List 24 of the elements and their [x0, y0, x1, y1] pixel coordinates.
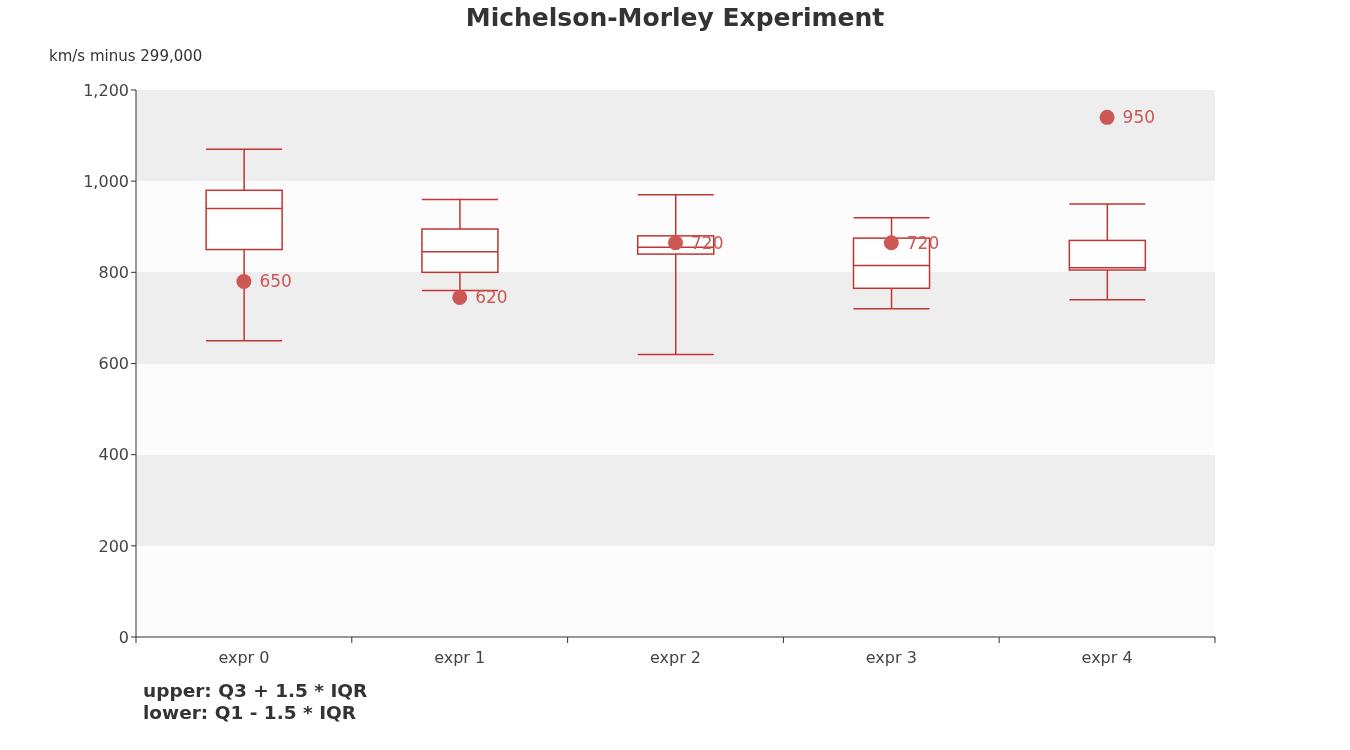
x-tick-label: expr 0: [218, 647, 270, 667]
chart-title: Michelson-Morley Experiment: [464, 3, 886, 32]
point: [1099, 109, 1115, 125]
annotation: 950: [1122, 107, 1156, 128]
point: [452, 289, 468, 305]
y-tick-label: 200: [98, 536, 129, 556]
y-tick-label: 1,000: [83, 171, 129, 191]
point: [236, 273, 252, 289]
y-tick-label: 600: [98, 354, 129, 374]
annotation: 620: [475, 287, 508, 308]
y-tick-label: 1,200: [83, 80, 129, 100]
text: lower: Q1 - 1.5 * IQR: [143, 702, 356, 724]
y-tick-label: 0: [118, 627, 129, 647]
y-tick-label: 400: [98, 445, 129, 465]
x-tick-label: expr 4: [1081, 647, 1133, 667]
point: [668, 235, 683, 251]
text: upper: Q3 + 1.5 * IQR: [143, 680, 368, 702]
x-tick-label: expr 2: [649, 647, 702, 667]
x-tick-label: expr 1: [434, 647, 486, 667]
y-tick-label: 800: [98, 263, 129, 283]
y-axis-title: km/s minus 299,000: [49, 46, 203, 66]
annotation: 650: [259, 271, 292, 292]
point: [883, 235, 899, 251]
x-tick-label: expr 3: [865, 647, 917, 667]
